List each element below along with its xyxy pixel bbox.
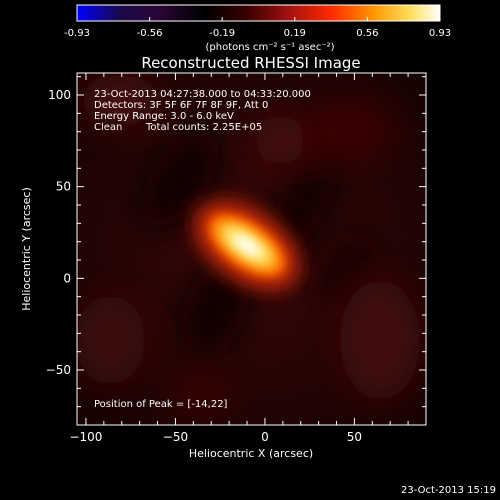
annotation-method: Clean — [94, 122, 122, 133]
y-axis-label: Heliocentric Y (arcsec) — [20, 187, 33, 311]
cbar-tick-label: 0.19 — [284, 28, 306, 39]
cbar-tick-label: -0.19 — [209, 28, 235, 39]
x-tick-label: 50 — [347, 430, 362, 444]
annotation-energy: Energy Range: 3.0 - 6.0 keV — [94, 111, 234, 122]
x-axis-label: Heliocentric X (arcsec) — [189, 447, 313, 460]
flare-source — [191, 198, 303, 293]
source-contour — [234, 235, 260, 256]
colorbar-ticks — [76, 17, 441, 21]
colorbar-units: (photons cm⁻² s⁻¹ asec⁻²) — [205, 42, 334, 53]
x-tick-label: −50 — [163, 430, 188, 444]
annotation-time-range: 23-Oct-2013 04:27:38.000 to 04:33:20.000 — [94, 89, 311, 100]
plot-frame — [76, 72, 427, 426]
timestamp: 23-Oct-2013 15:19 — [401, 485, 496, 496]
heatmap-image — [77, 73, 426, 425]
cbar-tick-label: -0.56 — [137, 28, 163, 39]
y-tick-label: 50 — [56, 180, 71, 194]
axes: −100 −50 0 50 −50 0 50 100 — [46, 73, 427, 444]
y-tick-label: −50 — [46, 363, 71, 377]
annotation-peak: Position of Peak = [-14,22] — [94, 399, 228, 410]
y-tick-label: 100 — [48, 88, 71, 102]
x-tick-label: 0 — [261, 430, 269, 444]
cbar-tick-label: 0.93 — [429, 28, 451, 39]
x-tick-label: −100 — [69, 430, 102, 444]
annotation-detectors: Detectors: 3F 5F 6F 7F 8F 9F, Att 0 — [94, 100, 268, 111]
cbar-tick-label: 0.56 — [356, 28, 378, 39]
colorbar-tick-labels: -0.93 -0.56 -0.19 0.19 0.56 0.93 — [64, 28, 451, 39]
y-tick-label: 0 — [63, 271, 71, 285]
annotation-counts: Total counts: 2.25E+05 — [145, 122, 262, 133]
annotations: 23-Oct-2013 04:27:38.000 to 04:33:20.000… — [94, 89, 311, 410]
cbar-tick-label: -0.93 — [64, 28, 90, 39]
chart-title: Reconstructed RHESSI Image — [141, 54, 360, 72]
colorbar — [76, 4, 441, 22]
